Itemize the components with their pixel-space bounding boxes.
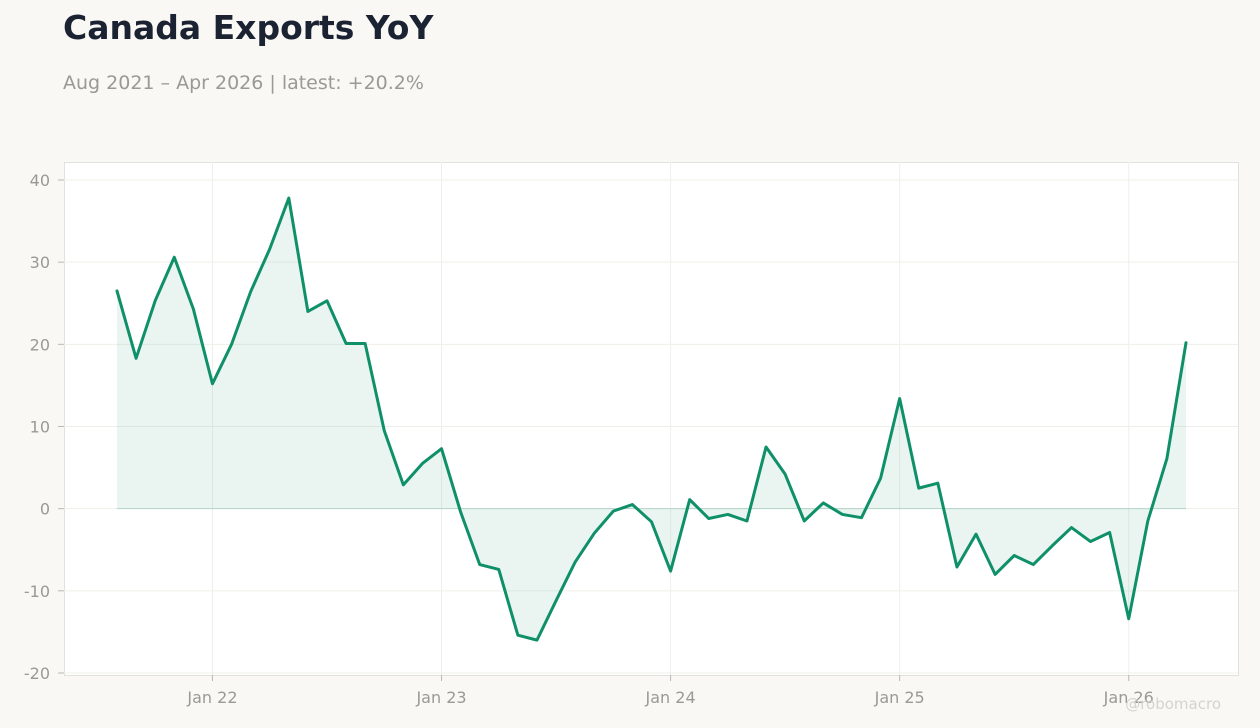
gridlines	[64, 162, 1238, 675]
data-point	[707, 517, 711, 521]
data-point	[745, 519, 749, 523]
data-point	[879, 476, 883, 480]
data-point	[688, 498, 692, 502]
y-tick-label: 30	[30, 253, 50, 272]
data-point	[249, 290, 253, 294]
data-point	[344, 342, 348, 346]
data-point	[917, 486, 921, 490]
data-point	[840, 512, 844, 516]
x-tick-label: Jan 22	[186, 688, 237, 707]
data-point	[1069, 526, 1073, 530]
chart-subtitle: Aug 2021 – Apr 2026 | latest: +20.2%	[63, 72, 424, 94]
data-point	[936, 481, 940, 485]
data-point	[1050, 544, 1054, 548]
data-point	[859, 516, 863, 520]
data-point	[1146, 519, 1150, 523]
y-tick-label: 0	[40, 500, 50, 519]
data-point	[1089, 540, 1093, 544]
y-tick-label: 40	[30, 171, 50, 190]
axes: 40 30 20 10 0 -10 -20 Jan 22 Jan 23 Jan 24 Jan 25 J…	[24, 171, 1154, 707]
area-layer	[117, 198, 1186, 641]
data-point	[363, 342, 367, 346]
data-point	[650, 520, 654, 524]
data-point	[287, 196, 291, 200]
y-tick-label: -20	[24, 664, 50, 683]
data-point	[1127, 617, 1131, 621]
series-line	[115, 196, 1188, 642]
data-point	[306, 309, 310, 313]
data-point	[1108, 530, 1112, 534]
data-point	[440, 447, 444, 451]
data-point	[630, 503, 634, 507]
data-point	[382, 429, 386, 433]
x-tick-label: Jan 26	[1103, 688, 1154, 707]
data-point	[230, 342, 234, 346]
data-point	[1165, 457, 1169, 461]
data-point	[764, 445, 768, 449]
chart-title: Canada Exports YoY	[63, 8, 434, 47]
watermark: @robomacro	[1125, 695, 1221, 713]
data-point	[497, 567, 501, 571]
data-point	[669, 569, 673, 573]
data-point	[993, 572, 997, 576]
data-point	[401, 483, 405, 487]
x-tick-label: Jan 25	[874, 688, 925, 707]
data-point	[821, 501, 825, 505]
data-point	[153, 299, 157, 303]
y-tick-label: 10	[30, 418, 50, 437]
data-point	[535, 638, 539, 642]
data-point	[974, 532, 978, 536]
data-point	[783, 472, 787, 476]
data-point	[478, 563, 482, 567]
data-point	[1184, 341, 1188, 345]
plot-area	[64, 162, 1239, 676]
line-layer	[115, 196, 1188, 642]
data-point	[592, 531, 596, 535]
y-tick-label: -10	[24, 582, 50, 601]
data-point	[955, 565, 959, 569]
data-point	[191, 307, 195, 311]
data-point	[172, 255, 176, 259]
data-point	[134, 356, 138, 360]
data-point	[115, 289, 119, 293]
x-tick-label: Jan 23	[415, 688, 466, 707]
data-point	[459, 510, 463, 514]
data-point	[268, 247, 272, 251]
data-point	[1031, 563, 1035, 567]
y-tick-label: 20	[30, 335, 50, 354]
data-point	[611, 509, 615, 513]
data-point	[898, 397, 902, 401]
data-point	[210, 382, 214, 386]
data-point	[573, 560, 577, 564]
series-area-fill	[117, 198, 1186, 641]
data-point	[420, 461, 424, 465]
data-point	[325, 299, 329, 303]
data-point	[726, 512, 730, 516]
x-tick-label: Jan 24	[645, 688, 696, 707]
data-point	[802, 519, 806, 523]
data-point	[516, 633, 520, 637]
data-point	[554, 599, 558, 603]
data-point	[1012, 554, 1016, 558]
